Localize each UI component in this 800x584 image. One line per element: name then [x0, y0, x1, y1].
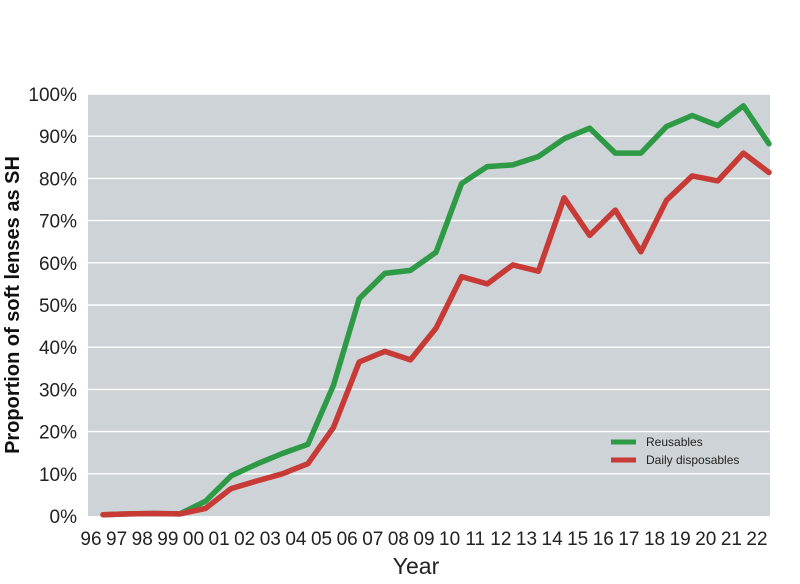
x-tick-label: 97 — [106, 529, 127, 550]
x-tick-label: 17 — [618, 529, 639, 550]
x-tick-label: 11 — [465, 529, 485, 550]
legend: Reusables Daily disposables — [611, 435, 739, 467]
x-tick-label: 03 — [260, 529, 281, 550]
x-tick-label: 20 — [695, 529, 716, 550]
x-tick-label: 00 — [183, 529, 204, 550]
x-tick-label: 09 — [413, 529, 434, 550]
x-tick-label: 14 — [542, 529, 564, 550]
x-tick-label: 18 — [644, 529, 665, 550]
x-tick-label: 01 — [209, 529, 230, 550]
x-tick-label: 19 — [670, 529, 691, 550]
y-tick-label: 100% — [28, 85, 77, 106]
x-tick-label: 13 — [516, 529, 537, 550]
x-tick-labels: 96 97 98 99 00 01 02 03 04 05 06 07 08 09 10 11 12 13 14 15… — [80, 529, 767, 550]
y-tick-label: 70% — [39, 212, 77, 233]
x-tick-label: 07 — [362, 529, 383, 550]
y-axis-title: Proportion of soft lenses as SH — [2, 156, 24, 454]
y-tick-labels: 0% 10% 20% 30% 40% 50% 60% 70% 80% 90% 100% — [28, 85, 77, 528]
x-tick-label: 98 — [132, 529, 153, 550]
x-tick-label: 06 — [337, 529, 358, 550]
series-line-0 — [100, 103, 772, 518]
x-tick-label: 08 — [388, 529, 409, 550]
y-tick-label: 0% — [50, 507, 78, 528]
x-tick-label: 04 — [285, 529, 307, 550]
y-tick-label: 60% — [39, 254, 77, 275]
x-tick-label: 10 — [439, 529, 460, 550]
x-tick-label: 22 — [746, 529, 767, 550]
y-tick-label: 80% — [39, 169, 77, 190]
y-tick-label: 10% — [39, 465, 77, 486]
x-tick-label: 21 — [721, 529, 742, 550]
series-lines — [100, 103, 772, 518]
x-tick-label: 05 — [311, 529, 332, 550]
x-tick-label: 99 — [157, 529, 178, 550]
x-tick-label: 96 — [80, 529, 101, 550]
x-tick-label: 15 — [567, 529, 588, 550]
x-tick-label: 16 — [593, 529, 614, 550]
y-tick-label: 50% — [39, 296, 77, 317]
y-tick-label: 30% — [39, 380, 77, 401]
x-tick-label: 02 — [234, 529, 255, 550]
legend-label: Daily disposables — [646, 453, 739, 467]
x-axis-title: Year — [393, 553, 440, 579]
y-tick-label: 40% — [39, 338, 77, 359]
y-tick-label: 20% — [39, 423, 77, 444]
y-tick-label: 90% — [39, 127, 77, 148]
x-tick-label: 12 — [490, 529, 511, 550]
legend-label: Reusables — [646, 435, 703, 449]
series-line-1 — [100, 150, 772, 518]
